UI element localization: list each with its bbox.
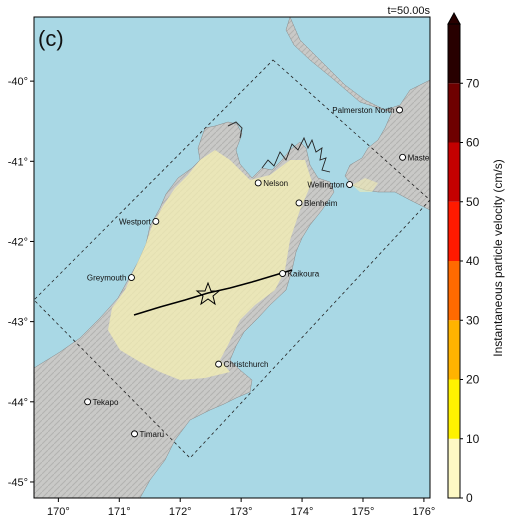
city-marker [346,181,354,188]
city-label: Wellington [307,181,344,190]
x-tick-label: 176° [413,506,436,518]
city-label: Kaikoura [288,270,320,279]
city-marker [295,199,303,207]
shaking-overlay [108,150,312,380]
city-marker [254,179,262,187]
city-label: Timaru [140,430,165,439]
colorbar-tick-label: 60 [466,136,480,150]
city-marker [84,398,92,406]
colorbar-segment [448,201,460,261]
colorbar-tick-label: 40 [466,254,480,268]
x-tick-label: 174° [291,506,314,518]
city-marker [215,360,223,368]
city-marker [396,106,403,114]
colorbar-segment [448,24,460,84]
simulation-domain [34,59,430,459]
city-markers: Palmerston North Masterton Nelson Wellingto… [84,106,444,439]
city-marker [279,270,287,277]
city-marker [152,217,160,225]
x-tick-label: 175° [352,506,375,518]
colorbar-tick-label: 70 [466,76,480,90]
map-area: Palmerston North Masterton Nelson Wellingto… [34,17,444,498]
city-label: Masterton [408,153,444,162]
golden-bay-coast [227,121,243,139]
panel-label: (c) [38,26,64,51]
city-label: Palmerston North [332,106,394,115]
x-axis: 170° 171° 172° 173° 174° 175° 176° [47,498,435,518]
marlborough-sounds [261,136,331,173]
x-tick-label: 173° [230,506,253,518]
y-axis: -40° -41° -42° -43° -44° -45° [8,76,34,489]
colorbar-segment [448,379,460,439]
x-tick-label: 172° [169,506,192,518]
y-tick-label: -43° [8,317,28,329]
shaking-overlay-north [352,178,378,192]
colorbar-segment [448,261,460,321]
colorbar-segment [448,438,460,498]
colorbar: 0 10 20 30 40 50 60 70 [447,11,480,505]
city-marker [131,430,138,438]
colorbar-segment [448,320,460,380]
y-tick-label: -41° [8,156,28,168]
time-label: t=50.00s [387,5,430,17]
city-label: Nelson [263,179,288,188]
colorbar-tick-label: 0 [466,491,473,505]
city-label: Westport [119,217,152,226]
y-tick-label: -42° [8,236,28,248]
city-label: Blenheim [304,199,338,208]
colorbar-tick-label: 20 [466,373,480,387]
colorbar-tick-label: 30 [466,313,480,327]
city-marker [128,274,135,281]
map-border [33,16,431,499]
city-label: Tekapo [93,398,119,407]
colorbar-overflow-arrow [447,11,461,25]
colorbar-segment [448,142,460,202]
y-tick-label: -45° [8,477,28,489]
colorbar-tick-label: 50 [466,195,480,209]
colorbar-segment [448,83,460,143]
colorbar-tick-label: 10 [466,432,480,446]
hypocenter-star [195,281,221,306]
city-marker [399,153,407,161]
y-tick-label: -40° [8,76,28,88]
colorbar-label: Instantaneous particle velocity (cm/s) [491,159,505,356]
x-tick-label: 171° [108,506,131,518]
city-label: Christchurch [224,360,269,369]
city-label: Greymouth [87,274,127,283]
x-tick-label: 170° [47,506,70,518]
y-tick-label: -44° [8,397,28,409]
